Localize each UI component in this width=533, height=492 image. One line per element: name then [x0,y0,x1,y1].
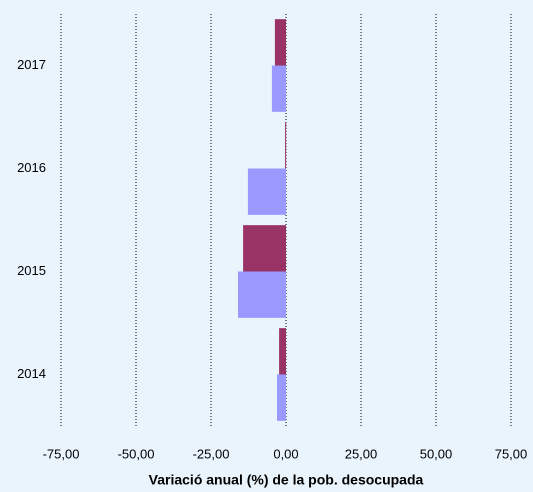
x-tick-label: 0,00 [273,446,298,461]
bar [238,271,286,318]
x-tick-label: -25,00 [193,446,230,461]
y-tick-label: 2017 [17,57,46,72]
bar [247,168,286,215]
x-axis-title: Variació anual (%) de la pob. desocupada [149,472,424,488]
bar [279,328,286,375]
bar [243,225,286,272]
x-tick-label: -50,00 [118,446,155,461]
bar [277,374,286,421]
y-tick-label: 2015 [17,263,46,278]
x-tick-label: -75,00 [43,446,80,461]
bar [271,65,286,112]
bar [274,19,286,66]
bar [285,122,287,169]
x-tick-label: 25,00 [345,446,378,461]
x-tick-label: 50,00 [420,446,453,461]
y-tick-label: 2016 [17,160,46,175]
x-tick-label: 75,00 [495,446,528,461]
y-tick-label: 2014 [17,366,46,381]
